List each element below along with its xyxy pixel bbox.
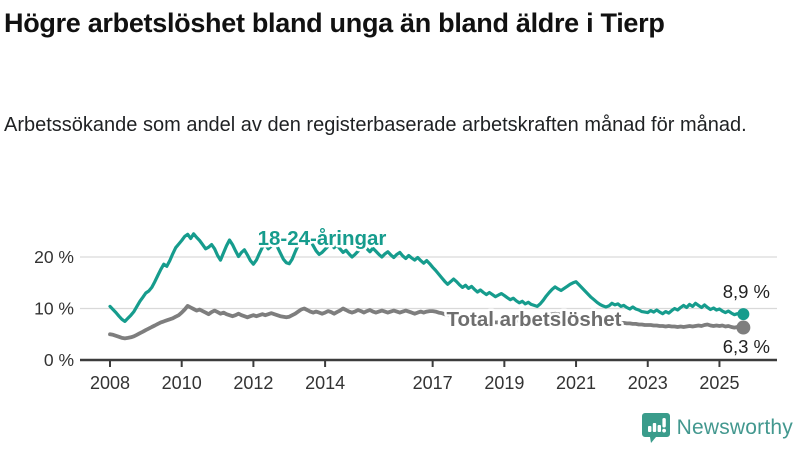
x-tick-label-2019: 2019 — [484, 373, 524, 393]
x-tick-label-2012: 2012 — [233, 373, 273, 393]
unemployment-line-chart-svg: 0 % 10 % 20 % 2008 2010 2012 2014 2017 2019 2021 2… — [34, 225, 777, 393]
y-tick-label: 20 % — [34, 247, 74, 267]
x-tick-label-2008: 2008 — [90, 373, 130, 393]
newsworthy-logo-icon — [641, 413, 670, 443]
chart-title: Högre arbetslöshet bland unga än bland ä… — [4, 8, 665, 38]
y-tick-label: 0 % — [44, 350, 74, 370]
newsworthy-logo-text: Newsworthy — [676, 416, 793, 439]
x-tick-label-2010: 2010 — [162, 373, 202, 393]
x-tick-label-2025: 2025 — [699, 373, 739, 393]
series-label-youth: 18-24-åringar — [258, 227, 387, 250]
end-dot-youth — [737, 308, 750, 321]
x-tick-label-2023: 2023 — [628, 373, 668, 393]
x-tick-label-2014: 2014 — [305, 373, 345, 393]
chart-subtitle: Arbetssökande som andel av den registerb… — [4, 114, 747, 136]
end-value-label-youth: 8,9 % — [723, 281, 770, 302]
x-tick-label-2021: 2021 — [556, 373, 596, 393]
series-label-total: Total arbetslöshet — [446, 308, 621, 331]
end-value-label-total: 6,3 % — [723, 336, 770, 357]
newsworthy-logo[interactable]: Newsworthy — [641, 412, 793, 444]
series-line-youth — [108, 232, 746, 324]
x-tick-label-2017: 2017 — [413, 373, 453, 393]
series-line-total — [108, 304, 746, 341]
y-tick-label: 10 % — [34, 299, 74, 319]
end-dot-total — [736, 320, 751, 335]
line-chart: 0 % 10 % 20 % 2008 2010 2012 2014 2017 2019 2021 2… — [0, 205, 800, 410]
